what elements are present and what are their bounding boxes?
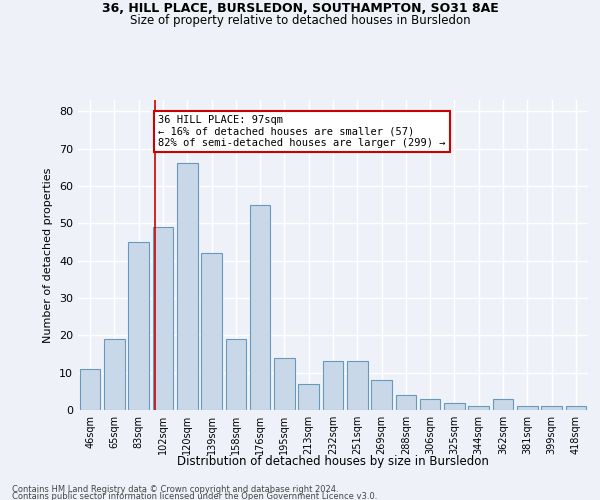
- Bar: [201, 253, 222, 410]
- Bar: [493, 399, 514, 410]
- Bar: [469, 406, 489, 410]
- Text: 36 HILL PLACE: 97sqm
← 16% of detached houses are smaller (57)
82% of semi-detac: 36 HILL PLACE: 97sqm ← 16% of detached h…: [158, 115, 446, 148]
- Bar: [298, 384, 319, 410]
- Text: Contains public sector information licensed under the Open Government Licence v3: Contains public sector information licen…: [12, 492, 377, 500]
- Bar: [371, 380, 392, 410]
- Bar: [444, 402, 465, 410]
- Bar: [226, 339, 246, 410]
- Bar: [420, 399, 440, 410]
- Bar: [104, 339, 125, 410]
- Bar: [250, 204, 271, 410]
- Bar: [517, 406, 538, 410]
- Bar: [128, 242, 149, 410]
- Bar: [395, 395, 416, 410]
- Bar: [177, 164, 197, 410]
- Bar: [80, 369, 100, 410]
- Bar: [323, 362, 343, 410]
- Bar: [566, 406, 586, 410]
- Bar: [152, 227, 173, 410]
- Text: Size of property relative to detached houses in Bursledon: Size of property relative to detached ho…: [130, 14, 470, 27]
- Text: 36, HILL PLACE, BURSLEDON, SOUTHAMPTON, SO31 8AE: 36, HILL PLACE, BURSLEDON, SOUTHAMPTON, …: [101, 2, 499, 16]
- Y-axis label: Number of detached properties: Number of detached properties: [43, 168, 53, 342]
- Bar: [347, 362, 368, 410]
- Bar: [274, 358, 295, 410]
- Text: Distribution of detached houses by size in Bursledon: Distribution of detached houses by size …: [177, 455, 489, 468]
- Bar: [541, 406, 562, 410]
- Text: Contains HM Land Registry data © Crown copyright and database right 2024.: Contains HM Land Registry data © Crown c…: [12, 485, 338, 494]
